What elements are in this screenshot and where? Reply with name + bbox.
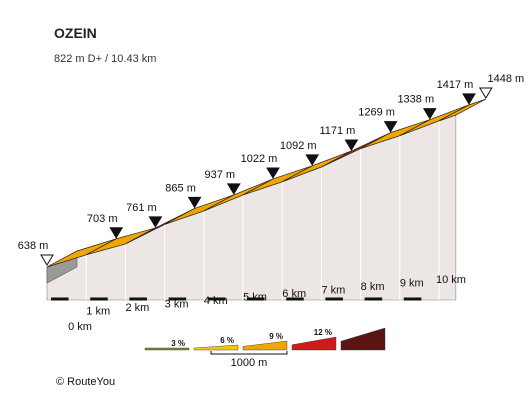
elevation-marker bbox=[462, 93, 476, 105]
km-label: 7 km bbox=[321, 285, 345, 297]
km-label: 9 km bbox=[400, 278, 424, 290]
elevation-marker bbox=[344, 139, 359, 151]
elevation-label: 1417 m bbox=[437, 79, 474, 91]
legend-scale-bracket bbox=[210, 351, 288, 355]
km-label: 1 km bbox=[86, 306, 110, 318]
elevation-marker bbox=[305, 154, 320, 166]
km-label: 8 km bbox=[361, 281, 385, 293]
elevation-marker bbox=[226, 183, 241, 195]
km-label: 5 km bbox=[243, 292, 267, 304]
legend-label: 6 % bbox=[220, 336, 234, 345]
elevation-label: 865 m bbox=[165, 182, 196, 194]
km-label: 10 km bbox=[436, 274, 466, 286]
elevation-marker bbox=[422, 108, 437, 120]
elevation-label: 761 m bbox=[126, 202, 157, 214]
copyright-text: © RouteYou bbox=[56, 376, 115, 388]
elevation-label: 1338 m bbox=[397, 94, 434, 106]
elevation-label: 1092 m bbox=[280, 140, 317, 152]
legend-swatch bbox=[340, 327, 386, 351]
elevation-label: 1448 m bbox=[488, 73, 525, 85]
km-labels: 0 km 1 km 2 km 3 km 4 km 5 km 6 km 7 km 8 km 9 km… bbox=[68, 274, 466, 333]
chart-title: OZEIN bbox=[54, 25, 97, 41]
km-label: 4 km bbox=[204, 295, 228, 307]
elevation-marker bbox=[40, 254, 54, 266]
elevation-label: 937 m bbox=[205, 169, 236, 181]
legend-label: 12 % bbox=[314, 328, 332, 337]
elevation-marker bbox=[383, 121, 398, 133]
elevation-marker bbox=[109, 227, 124, 239]
elevation-marker bbox=[266, 167, 280, 179]
elevation-label: 1269 m bbox=[358, 107, 395, 119]
gradient-segment-10 bbox=[438, 98, 487, 122]
profile-side-wall bbox=[46, 114, 457, 301]
elevation-label: 638 m bbox=[18, 240, 49, 252]
elevation-marker bbox=[478, 87, 493, 100]
km-label: 6 km bbox=[282, 288, 306, 300]
profile-top-surface bbox=[46, 98, 487, 268]
legend-scale-label: 1000 m bbox=[231, 357, 268, 369]
elevation-marker bbox=[148, 216, 163, 228]
side-wall-area bbox=[46, 114, 457, 301]
elevation-marker bbox=[187, 196, 202, 209]
km-label: 2 km bbox=[125, 302, 149, 314]
legend-swatch bbox=[291, 336, 337, 351]
legend-swatch bbox=[242, 340, 288, 351]
legend-label: 9 % bbox=[269, 332, 283, 341]
legend-swatch bbox=[193, 344, 239, 351]
gradient-legend: 3 % 6 % 9 % 12 % 1000 m bbox=[144, 327, 386, 369]
legend-label: 3 % bbox=[171, 339, 185, 348]
elevation-label: 703 m bbox=[87, 213, 118, 225]
elevation-markers bbox=[40, 87, 493, 266]
chart-subtitle: 822 m D+ / 10.43 km bbox=[54, 53, 156, 65]
legend-swatch bbox=[144, 347, 190, 351]
elevation-label: 1171 m bbox=[319, 125, 355, 137]
elevation-label: 1022 m bbox=[241, 153, 278, 165]
km-label: 3 km bbox=[165, 299, 189, 311]
km-label: 0 km bbox=[68, 321, 92, 333]
